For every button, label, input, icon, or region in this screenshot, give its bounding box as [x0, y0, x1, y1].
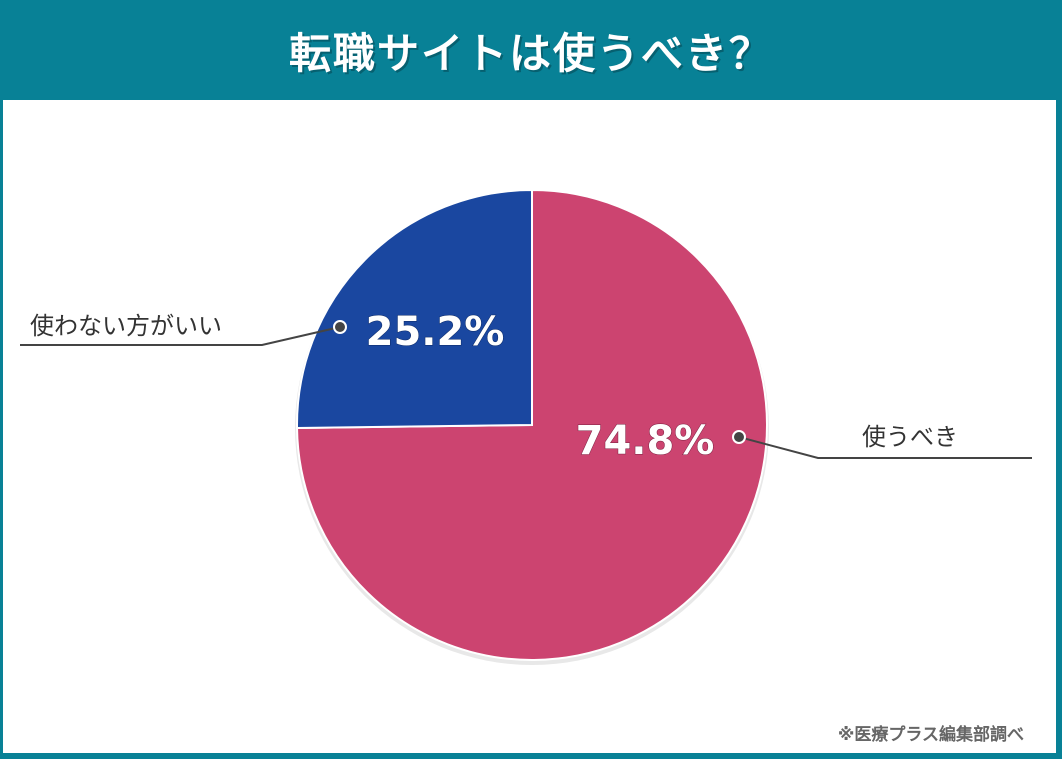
category-label-1: 使わない方がいい	[30, 312, 222, 340]
value-label-1: 25.2%	[366, 309, 505, 355]
category-label-0: 使うべき	[862, 423, 958, 451]
value-label-0: 74.8%	[576, 418, 715, 464]
leader-line-0	[738, 436, 1032, 459]
header-bar: 転職サイトは使うべき？	[0, 0, 1062, 100]
leader-line-1	[20, 326, 341, 346]
leader-dot-0	[732, 430, 746, 444]
chart-title: 転職サイトは使うべき？	[288, 28, 773, 78]
leader-dot-1	[333, 320, 347, 334]
source-note: ※医療プラス編集部調べ	[837, 725, 1024, 745]
pie-slice-1	[296, 188, 533, 429]
